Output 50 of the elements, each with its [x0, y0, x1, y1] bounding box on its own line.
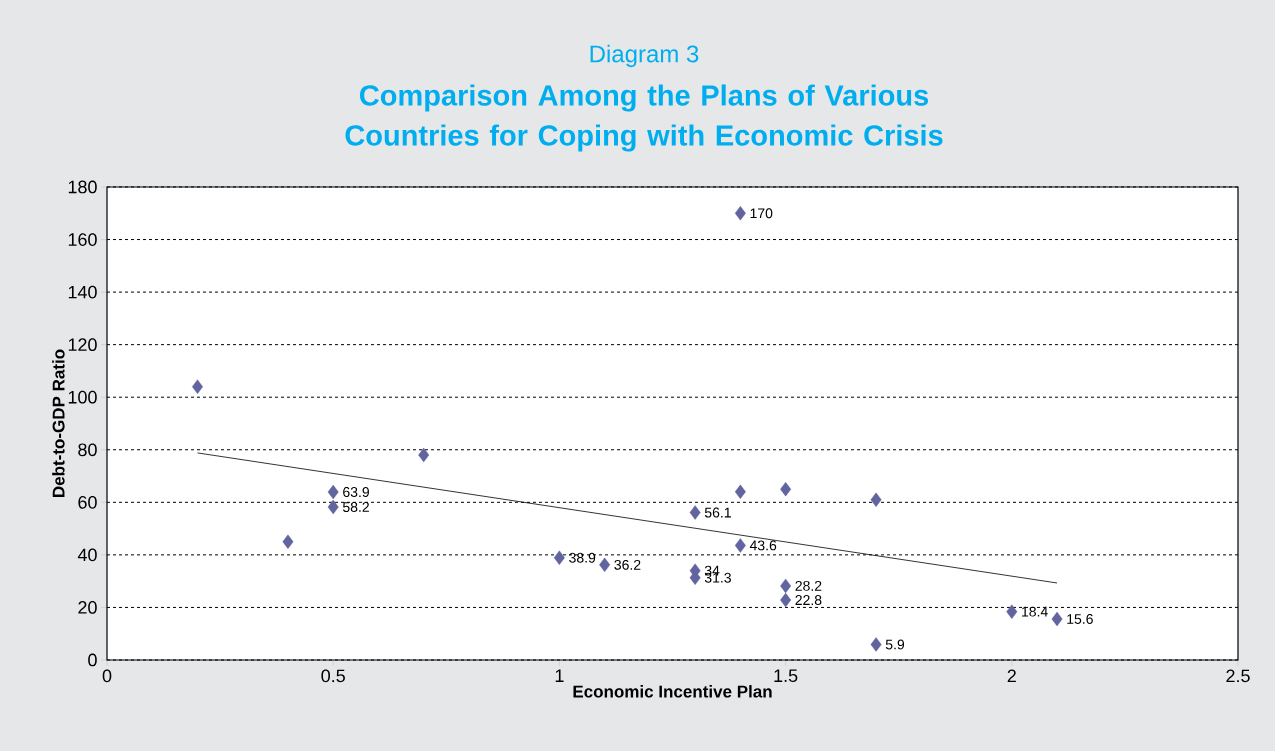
y-axis-title: Debt-to-GDP Ratio — [52, 349, 65, 497]
point — [282, 534, 294, 549]
point — [780, 578, 792, 594]
point — [734, 538, 746, 553]
data-label: 28.2 — [795, 580, 822, 591]
data-label: 63.9 — [343, 487, 369, 498]
data-label: 36.2 — [614, 559, 641, 570]
point — [734, 206, 746, 221]
data-label: 15.6 — [1067, 614, 1093, 624]
x-tick-label: 0.5 — [321, 669, 345, 683]
y-tick-label: 40 — [77, 548, 97, 562]
y-tick-label: 0 — [88, 653, 97, 667]
chart-title: Comparison Among the Plans of Various Countries for Coping with Economic Crisis — [345, 84, 943, 152]
point — [327, 499, 339, 515]
data-label: 170 — [750, 208, 773, 219]
y-tick-label: 140 — [68, 285, 97, 299]
data-label: 58.2 — [342, 502, 369, 513]
y-tick-label: 180 — [68, 180, 97, 194]
point — [599, 557, 611, 573]
data-label: 5.9 — [885, 639, 905, 650]
data-label: 43.6 — [749, 540, 777, 551]
y-tick-label: 60 — [78, 495, 97, 509]
point — [553, 550, 565, 565]
point — [780, 592, 792, 608]
data-label: 38.9 — [569, 552, 596, 563]
data-label: 56.1 — [704, 507, 731, 518]
y-tick-label: 160 — [68, 233, 97, 246]
point — [689, 505, 701, 520]
point — [780, 481, 792, 497]
point — [734, 484, 746, 499]
x-axis-title: Economic Incentive Plan — [573, 685, 772, 698]
data-label: 18.4 — [1022, 606, 1048, 617]
data-label: 22.8 — [795, 595, 822, 606]
point — [1006, 604, 1018, 619]
x-tick-label: 2 — [1007, 669, 1016, 683]
point — [1051, 611, 1063, 627]
x-tick-label: 1 — [555, 669, 564, 682]
point — [327, 484, 339, 500]
y-tick-label: 80 — [78, 443, 97, 457]
chart-subtitle: Diagram 3 — [590, 44, 699, 68]
point — [418, 447, 430, 463]
point — [192, 379, 203, 394]
point — [870, 492, 882, 507]
y-tick-label: 120 — [68, 338, 97, 352]
point — [870, 637, 882, 652]
x-tick-label: 0 — [102, 669, 112, 683]
y-tick-label: 100 — [68, 390, 97, 404]
y-tick-label: 20 — [78, 601, 97, 614]
x-tick-label: 1.5 — [774, 669, 798, 683]
x-tick-label: 2.5 — [1226, 669, 1250, 683]
